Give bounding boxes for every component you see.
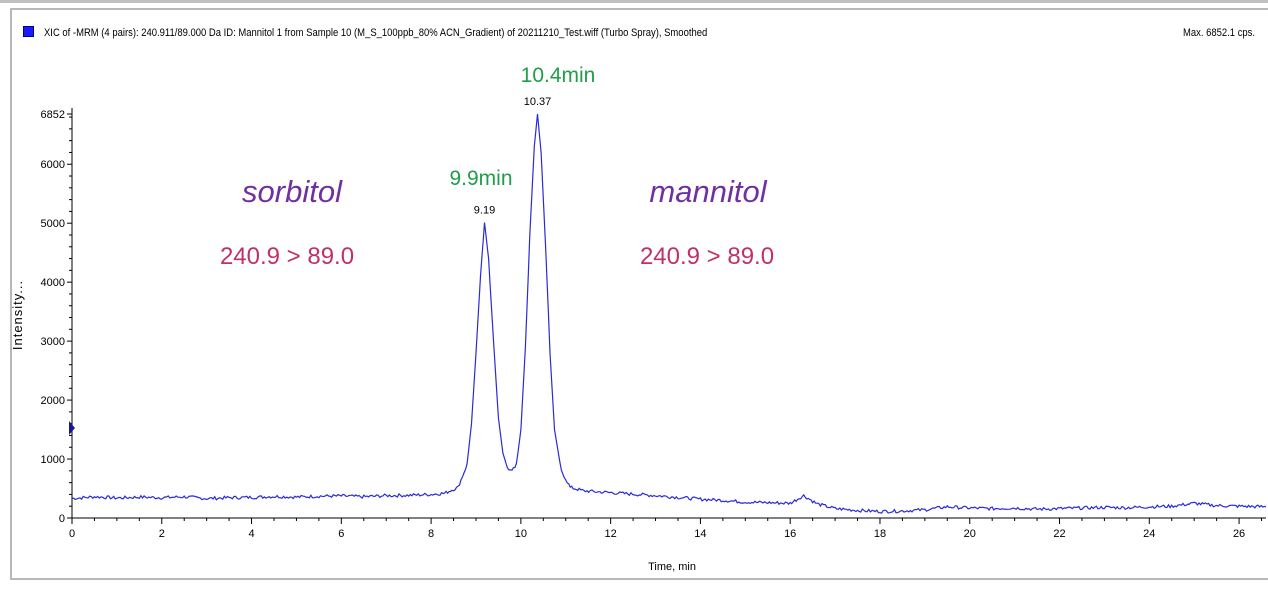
- x-tick-label: 22: [1053, 528, 1065, 540]
- y-tick-label: 3000: [41, 336, 65, 348]
- y-axis-title: Intensity...: [10, 280, 25, 350]
- x-tick-label: 12: [605, 528, 617, 540]
- ticks: 0 2 4 6 8 10 12 14 16 18 20 22 24 2601000200030004000…: [41, 109, 1263, 540]
- peak-labels: 9.19 10.37: [474, 96, 551, 217]
- max-intensity-label: Max. 6852.1 cps.: [1183, 27, 1256, 39]
- trace-color-swatch: [23, 26, 34, 37]
- mannitol-time: 10.4min: [521, 64, 596, 87]
- x-tick-label: 8: [428, 528, 434, 540]
- y-tick-label: 5000: [41, 218, 65, 230]
- x-tick-label: 26: [1233, 528, 1245, 540]
- x-tick-label: 18: [874, 528, 886, 540]
- mannitol-name: mannitol: [649, 174, 767, 209]
- chromatogram-trace: [71, 113, 1267, 514]
- x-tick-label: 14: [694, 528, 706, 540]
- x-axis-title: Time, min: [648, 561, 696, 573]
- y-tick-label: 2000: [41, 395, 65, 407]
- x-tick-label: 24: [1143, 528, 1155, 540]
- y-tick-label: 4000: [41, 277, 65, 289]
- sorbitol-time: 9.9min: [449, 167, 512, 190]
- peak-label-1: 10.37: [524, 96, 552, 108]
- x-tick-label: 10: [515, 528, 527, 540]
- x-tick-label: 0: [69, 528, 75, 540]
- y-tick-label: 6852: [41, 109, 65, 121]
- x-tick-label: 4: [248, 528, 254, 540]
- peak-label-0: 9.19: [474, 205, 495, 217]
- x-tick-label: 16: [784, 528, 796, 540]
- top-border: [0, 0, 1268, 3]
- sorbitol-name: sorbitol: [242, 174, 343, 209]
- sorbitol-transition: 240.9 > 89.0: [220, 243, 354, 270]
- y-axis-marker-icon[interactable]: [69, 421, 75, 435]
- chart-header-title: XIC of -MRM (4 pairs): 240.911/89.000 Da…: [44, 27, 708, 39]
- x-tick-label: 6: [338, 528, 344, 540]
- y-tick-label: 6000: [41, 159, 65, 171]
- mannitol-transition: 240.9 > 89.0: [640, 243, 774, 270]
- y-tick-label: 1000: [41, 454, 65, 466]
- chart-panel: [10, 8, 1268, 580]
- x-tick-label: 20: [964, 528, 976, 540]
- y-tick-label: 0: [59, 513, 65, 525]
- axes: [71, 108, 1266, 519]
- x-tick-label: 2: [159, 528, 165, 540]
